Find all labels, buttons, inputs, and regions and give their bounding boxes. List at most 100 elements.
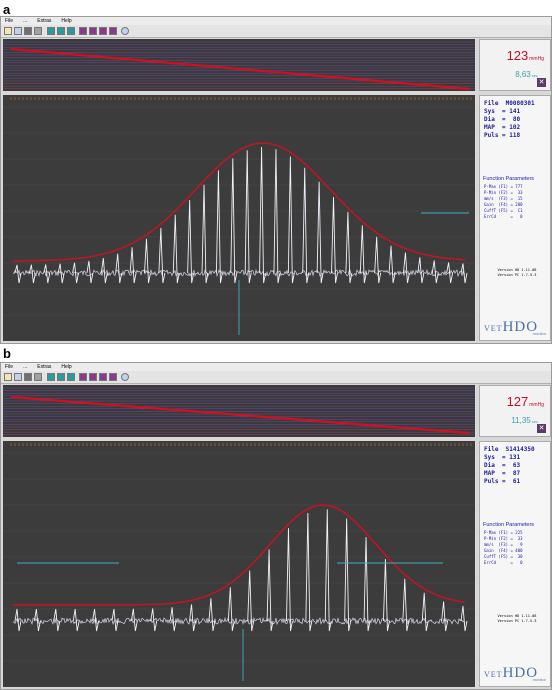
fp-speed: mm/s (F3) = 9 <box>484 542 523 547</box>
file-id: File S1414350 <box>484 446 535 453</box>
pressure-display: 127mmHg 11,35sec ✕ <box>479 385 551 437</box>
logo-hdo: HDO <box>502 319 539 335</box>
bp-value: 127 <box>506 394 529 409</box>
open-icon[interactable] <box>4 27 12 35</box>
pulse-spike <box>460 263 468 284</box>
function-parameters-title: Function Parameters <box>483 176 535 182</box>
fp-gain: Gain (F4) = 200 <box>484 202 523 207</box>
pulse-spike <box>363 537 371 632</box>
pulse-spike <box>344 518 352 632</box>
function-icon[interactable] <box>57 27 65 35</box>
menu-edit[interactable]: ... <box>23 364 28 370</box>
pulse-spike <box>402 578 410 632</box>
cuff-deflation-line <box>10 395 470 435</box>
function-icon[interactable] <box>89 27 97 35</box>
cuff-pressure-strip <box>3 39 475 91</box>
pulse-spike <box>14 608 22 632</box>
bp-readout: 123mmHg <box>507 48 544 63</box>
close-icon[interactable]: ✕ <box>537 78 546 87</box>
function-icon[interactable] <box>47 373 55 381</box>
duration-unit: sec <box>531 419 538 424</box>
menu-extras[interactable]: Extras <box>37 364 52 370</box>
pulse-value: Puls = 61 <box>484 478 521 485</box>
info-icon[interactable] <box>121 27 129 35</box>
panel-letter-a: a <box>3 2 11 17</box>
version-hd: Version HD 1.11.08 <box>497 268 537 272</box>
function-icon[interactable] <box>67 373 75 381</box>
print-icon[interactable] <box>24 373 32 381</box>
function-icon[interactable] <box>79 27 87 35</box>
function-icon[interactable] <box>47 27 55 35</box>
pulse-spike <box>208 598 216 632</box>
pulse-spike <box>259 147 267 284</box>
logo-hdo: HDO <box>502 665 539 681</box>
pulse-spike <box>158 227 166 284</box>
function-icon[interactable] <box>89 373 97 381</box>
pulse-spike <box>215 170 223 284</box>
pulse-spike <box>244 150 252 284</box>
fp-p-min: P-Min (F2) = 33 <box>484 536 523 541</box>
diastolic-value: Dia = 63 <box>484 462 521 469</box>
oscillation-envelope <box>13 142 466 262</box>
settings-icon[interactable] <box>34 373 42 381</box>
duration-value: 11,35 <box>511 416 531 425</box>
version-info: Version HD 1.11.08 Version PC 1.7.5.3 <box>484 268 550 278</box>
pulse-spike <box>331 196 338 284</box>
function-icon[interactable] <box>109 27 117 35</box>
fp-p-max: P-Max (F1) = 777 <box>484 184 523 189</box>
systolic-value: Sys = 141 <box>484 108 521 115</box>
close-icon[interactable]: ✕ <box>537 424 546 433</box>
pulse-spike <box>359 225 367 284</box>
oscillogram-plot <box>3 441 475 687</box>
open-icon[interactable] <box>4 373 12 381</box>
menu-file[interactable]: File <box>5 364 14 370</box>
logo-vet: VET <box>484 670 503 679</box>
function-icon[interactable] <box>79 373 87 381</box>
monitor-window-a: File... Extras Help 123mmHg 8,63sec ✕ File… <box>0 16 552 344</box>
monitor-window-b: File... Extras Help 127mmHg 11,35sec ✕ Fil… <box>0 362 552 690</box>
pulse-spike <box>100 257 108 284</box>
strip-grid <box>3 41 475 90</box>
function-icon[interactable] <box>109 373 117 381</box>
function-icon[interactable] <box>99 373 107 381</box>
duration-readout: 8,63sec <box>515 70 538 79</box>
pulse-spike <box>57 263 65 284</box>
menu-help[interactable]: Help <box>61 364 72 370</box>
print-icon[interactable] <box>24 27 32 35</box>
menu-file[interactable]: File <box>5 18 14 24</box>
fp-cuff: CuffT (F5) = 30 <box>484 554 523 559</box>
pulse-spike <box>169 607 177 632</box>
save-icon[interactable] <box>14 27 22 35</box>
menu-extras[interactable]: Extras <box>37 18 52 24</box>
function-icon[interactable] <box>99 27 107 35</box>
file-id: File M0080301 <box>484 100 535 107</box>
duration-value: 8,63 <box>515 70 531 79</box>
logo-vet: VET <box>484 324 503 333</box>
function-icon[interactable] <box>67 27 75 35</box>
map-value: MAP = 102 <box>484 124 521 131</box>
pulse-spike <box>417 257 425 284</box>
save-icon[interactable] <box>14 373 22 381</box>
pulse-spike <box>460 605 468 632</box>
version-hd: Version HD 1.11.08 <box>497 614 537 618</box>
version-info: Version HD 1.11.08 Version PC 1.7.5.3 <box>484 614 550 624</box>
pulse-spike <box>273 149 281 284</box>
settings-icon[interactable] <box>34 27 42 35</box>
function-parameters: P-Max (F1) = 777 P-Min (F2) = 33 mm/s (F… <box>484 184 550 220</box>
vet-hdo-logo: VETHDO monitor <box>484 316 548 336</box>
menu-bar: File... Extras Help <box>1 17 551 25</box>
menu-help[interactable]: Help <box>61 18 72 24</box>
fp-p-max: P-Max (F1) = 225 <box>484 530 523 535</box>
pulse-spike <box>403 252 410 284</box>
menu-edit[interactable]: ... <box>23 18 28 24</box>
toolbar <box>1 371 551 384</box>
pulse-spike <box>72 608 80 632</box>
pulse-value: Puls = 118 <box>484 132 521 139</box>
pulse-spike <box>53 608 61 632</box>
info-icon[interactable] <box>121 373 129 381</box>
function-icon[interactable] <box>57 373 65 381</box>
results-panel: File S1414350 Sys = 131 Dia = 63 MAP = 8… <box>479 441 551 687</box>
version-pc: Version PC 1.7.5.3 <box>497 273 537 277</box>
toolbar <box>1 25 551 38</box>
duration-readout: 11,35sec <box>511 416 538 425</box>
